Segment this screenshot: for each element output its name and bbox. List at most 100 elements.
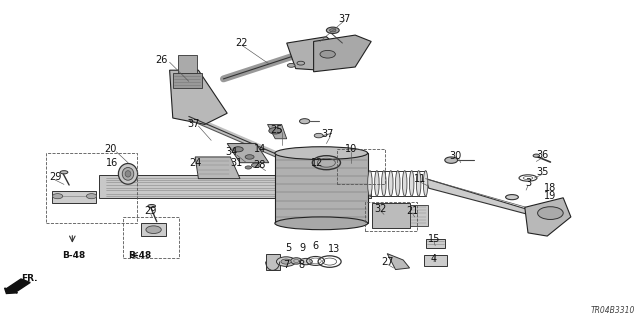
Text: 4: 4 [431,254,437,264]
Ellipse shape [275,147,367,160]
Circle shape [52,194,63,199]
Text: 21: 21 [406,205,419,216]
Ellipse shape [533,154,540,157]
Bar [46,153,137,223]
Text: 30: 30 [449,151,462,161]
Ellipse shape [275,217,367,230]
Text: 28: 28 [253,160,266,170]
Bar [372,203,410,228]
Ellipse shape [60,171,68,174]
FancyArrow shape [4,279,30,293]
Circle shape [297,61,305,65]
Circle shape [314,133,323,138]
Bar [365,202,417,231]
Circle shape [245,155,254,159]
Text: 19: 19 [544,191,557,201]
Polygon shape [314,35,371,72]
Text: 37: 37 [187,119,200,129]
Polygon shape [170,70,227,124]
Ellipse shape [148,204,156,208]
Text: 3: 3 [525,178,531,188]
Text: 18: 18 [544,183,557,193]
Text: B-48: B-48 [62,251,85,260]
Ellipse shape [417,171,421,196]
Circle shape [245,166,252,169]
Text: 5: 5 [285,243,291,253]
Ellipse shape [396,171,400,196]
Bar [141,223,166,236]
Text: 29: 29 [49,172,61,182]
Text: 37: 37 [338,13,351,24]
Text: FR.: FR. [21,274,38,283]
Polygon shape [52,191,96,203]
Ellipse shape [403,171,407,196]
Ellipse shape [410,171,414,196]
Ellipse shape [367,171,372,196]
Circle shape [300,119,310,124]
Polygon shape [266,254,280,270]
Polygon shape [268,124,287,139]
Text: 12: 12 [310,158,323,168]
Text: 13: 13 [328,244,340,254]
Ellipse shape [424,171,428,196]
Bar [123,217,179,258]
Polygon shape [99,175,371,198]
Circle shape [326,27,339,33]
Circle shape [320,50,335,58]
Text: 29: 29 [144,205,157,216]
Polygon shape [525,198,571,236]
Circle shape [300,258,312,265]
Text: B-48: B-48 [128,251,151,260]
Text: 22: 22 [236,38,248,48]
Ellipse shape [118,164,138,184]
Ellipse shape [388,171,393,196]
Text: 11: 11 [413,174,426,184]
Circle shape [330,29,336,32]
Bar [424,255,447,266]
Circle shape [281,259,291,264]
Text: 9: 9 [300,243,306,253]
Text: 7: 7 [284,260,290,271]
Ellipse shape [374,171,379,196]
Text: 8: 8 [298,260,305,271]
Bar [426,239,445,248]
Ellipse shape [291,258,302,264]
Circle shape [445,157,458,163]
Polygon shape [387,254,410,270]
Bar [337,149,385,184]
Text: 35: 35 [536,167,549,177]
Text: 24: 24 [189,158,202,168]
Bar [410,205,428,226]
Ellipse shape [506,195,518,200]
Text: TR04B3310: TR04B3310 [591,306,635,315]
Polygon shape [275,153,368,223]
Circle shape [287,63,295,67]
Circle shape [269,128,282,134]
Circle shape [252,163,260,167]
Text: 32: 32 [374,204,387,214]
Text: 26: 26 [156,55,168,65]
Polygon shape [287,37,342,70]
Text: 31: 31 [230,158,243,168]
Ellipse shape [122,167,134,180]
Polygon shape [195,157,240,179]
Text: 27: 27 [381,256,394,267]
Text: 10: 10 [344,144,357,154]
Polygon shape [426,179,538,217]
Text: 20: 20 [104,144,116,154]
Circle shape [233,147,243,152]
Text: 6: 6 [312,241,319,251]
Text: 14: 14 [253,144,266,154]
Polygon shape [227,144,269,163]
Text: 36: 36 [536,150,549,160]
Polygon shape [173,73,202,88]
Text: 34: 34 [225,147,238,158]
Text: 16: 16 [106,158,118,168]
Circle shape [86,194,97,199]
Circle shape [276,257,296,266]
Text: 37: 37 [321,129,334,139]
Circle shape [146,226,161,234]
Text: 15: 15 [428,234,440,244]
Text: 25: 25 [270,125,283,135]
Ellipse shape [125,171,131,177]
